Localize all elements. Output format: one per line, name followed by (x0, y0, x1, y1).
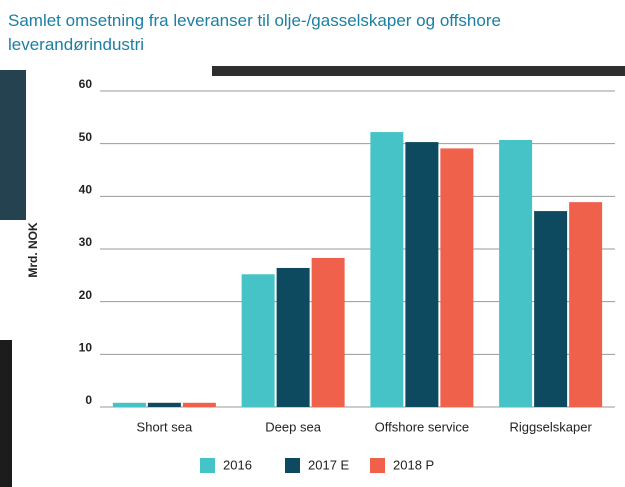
photo-edge (0, 340, 12, 487)
legend-label: 2016 (223, 457, 252, 472)
photo-edge (0, 70, 26, 220)
x-tick-label: Offshore service (375, 419, 469, 434)
title-line: Samlet omsetning fra leveranser til olje… (8, 11, 501, 30)
y-tick-label: 10 (79, 341, 93, 355)
x-tick-label: Short sea (137, 419, 193, 434)
bar (113, 403, 146, 407)
chart: Samlet omsetning fra leveranser til olje… (0, 0, 625, 487)
x-tick-label: Riggselskaper (509, 419, 592, 434)
x-tick-label: Deep sea (265, 419, 321, 434)
y-tick-label: 0 (85, 393, 92, 407)
y-tick-label: 20 (79, 288, 93, 302)
title-line: leverandørindustri (8, 35, 144, 54)
bar (370, 132, 403, 407)
chart-title: Samlet omsetning fra leveranser til olje… (8, 11, 506, 54)
bar (277, 268, 310, 407)
bar (183, 403, 216, 407)
bar (499, 140, 532, 407)
y-tick-label: 30 (79, 235, 93, 249)
bar (569, 202, 602, 407)
bar (242, 274, 275, 407)
y-tick-label: 50 (79, 130, 93, 144)
legend-label: 2018 P (393, 457, 434, 472)
legend-swatch (200, 458, 215, 473)
bar (534, 211, 567, 407)
bar (405, 142, 438, 407)
y-tick-label: 60 (79, 77, 93, 91)
legend-label: 2017 E (308, 457, 350, 472)
bar (312, 258, 345, 407)
photo-edge (212, 66, 625, 76)
y-axis-label: Mrd. NOK (26, 222, 40, 278)
y-tick-label: 40 (79, 183, 93, 197)
bar (148, 403, 181, 407)
bar (440, 148, 473, 407)
legend-swatch (285, 458, 300, 473)
legend-swatch (370, 458, 385, 473)
